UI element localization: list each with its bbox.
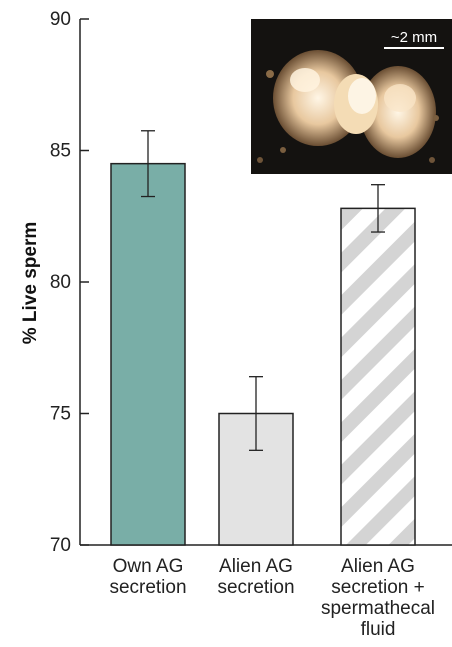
category-label: Alien AG secretion — [217, 556, 294, 598]
inset-photo: ~2 mm — [251, 19, 452, 174]
y-axis-label: % Live sperm — [20, 222, 41, 345]
inset-specimen — [257, 50, 439, 163]
bar — [110, 162, 186, 546]
labels: Own AG secretion Alien AG secretion Alien AG… — [109, 556, 435, 640]
y-tick-label: 85 — [50, 141, 71, 162]
y-tick-label: 70 — [50, 535, 71, 556]
y-tick-label: 75 — [50, 404, 71, 425]
scale-bar-label: ~2 mm — [391, 29, 437, 46]
y-tick-label: 90 — [50, 9, 71, 30]
y-tick-label: 80 — [50, 272, 71, 293]
bars — [110, 162, 416, 546]
category-label: Alien AG secretion + spermathecal fluid — [321, 556, 435, 640]
bar — [340, 207, 416, 546]
error-bars — [141, 130, 385, 451]
category-label: Own AG secretion — [109, 556, 186, 598]
